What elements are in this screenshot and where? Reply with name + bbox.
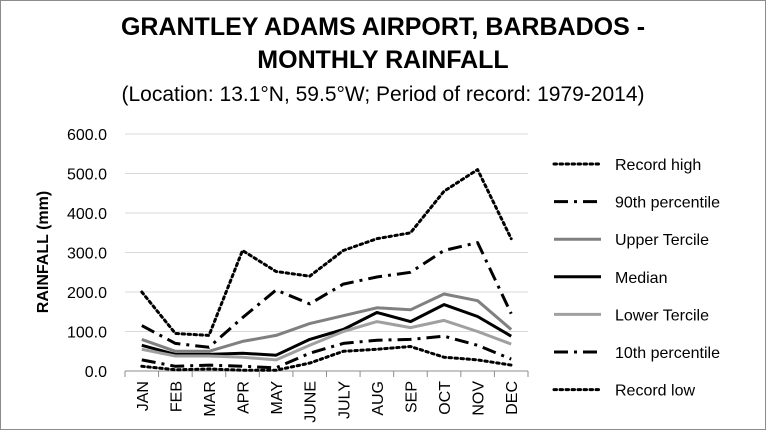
x-tick-label: JAN [135,381,152,411]
series-line-record-low [140,345,513,372]
legend-label: 90th percentile [615,195,720,212]
series-line-90th-percentile [141,241,513,349]
series-line-lower-tercile [141,318,512,362]
legend-label: 10th percentile [615,345,720,362]
y-tick-label: 600.0 [67,127,107,144]
x-tick-label: JULY [336,381,353,419]
x-tick-label: APR [236,381,253,414]
y-tick-label: 500.0 [67,167,107,184]
x-tick-label: JUNE [303,381,320,423]
x-tick-label: SEP [403,381,420,413]
y-tick-label: 200.0 [67,285,107,302]
x-tick-label: OCT [437,381,454,415]
series-line-10th-percentile [141,334,512,370]
legend-label: Median [615,270,667,287]
x-tick-label: MAY [269,381,286,415]
y-tick-label: 0.0 [85,364,107,381]
legend-label: Record high [615,157,701,174]
x-tick-label: DEC [504,381,521,415]
chart-title-line2: MONTHLY RAINFALL [257,46,509,74]
chart-subtitle: (Location: 13.1°N, 59.5°W; Period of rec… [121,83,645,106]
series-line-median [141,303,512,357]
legend-label: Upper Tercile [615,232,709,249]
legend-label: Record low [615,383,695,400]
x-tick-label: FEB [168,381,185,412]
y-axis-title: RAINFALL (mm) [35,191,52,313]
series-line-upper-tercile [141,292,513,353]
chart-title-line1: GRANTLEY ADAMS AIRPORT, BARBADOS - [120,13,646,41]
x-tick-label: AUG [370,381,387,416]
legend-label: Lower Tercile [615,307,709,324]
x-tick-label: NOV [471,381,488,416]
y-tick-label: 100.0 [67,325,107,342]
x-tick-label: MAR [202,381,219,417]
y-tick-label: 400.0 [67,206,107,223]
y-tick-label: 300.0 [67,246,107,263]
series-line-record-high [140,168,513,337]
